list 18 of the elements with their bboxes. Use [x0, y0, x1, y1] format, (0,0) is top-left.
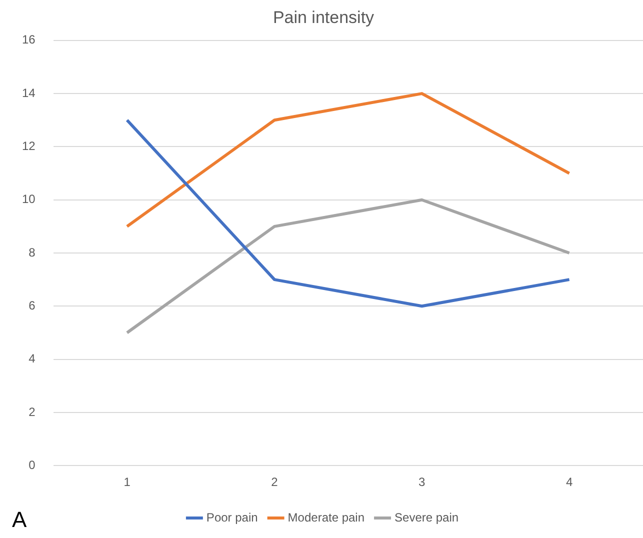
- y-tick-label: 14: [22, 86, 36, 100]
- y-tick-label: 4: [28, 352, 36, 366]
- legend-label: Moderate pain: [288, 510, 365, 524]
- y-tick-label: 0: [28, 458, 36, 472]
- y-tick-label: 16: [22, 32, 36, 47]
- x-tick-label: 3: [418, 475, 426, 490]
- y-tick-label: 8: [28, 245, 36, 260]
- x-tick-label: 2: [271, 475, 278, 490]
- x-tick-label: 4: [566, 475, 573, 490]
- y-tick-label: 10: [22, 192, 36, 206]
- y-tick-label: 12: [22, 139, 36, 154]
- legend-label: Severe pain: [394, 510, 459, 524]
- legend-label: Poor pain: [206, 510, 258, 524]
- x-tick-label: 1: [124, 475, 131, 490]
- text: A: [12, 507, 27, 532]
- chart-title: Pain intensity: [272, 8, 375, 27]
- y-tick-label: 2: [28, 404, 36, 419]
- y-tick-label: 6: [28, 298, 36, 312]
